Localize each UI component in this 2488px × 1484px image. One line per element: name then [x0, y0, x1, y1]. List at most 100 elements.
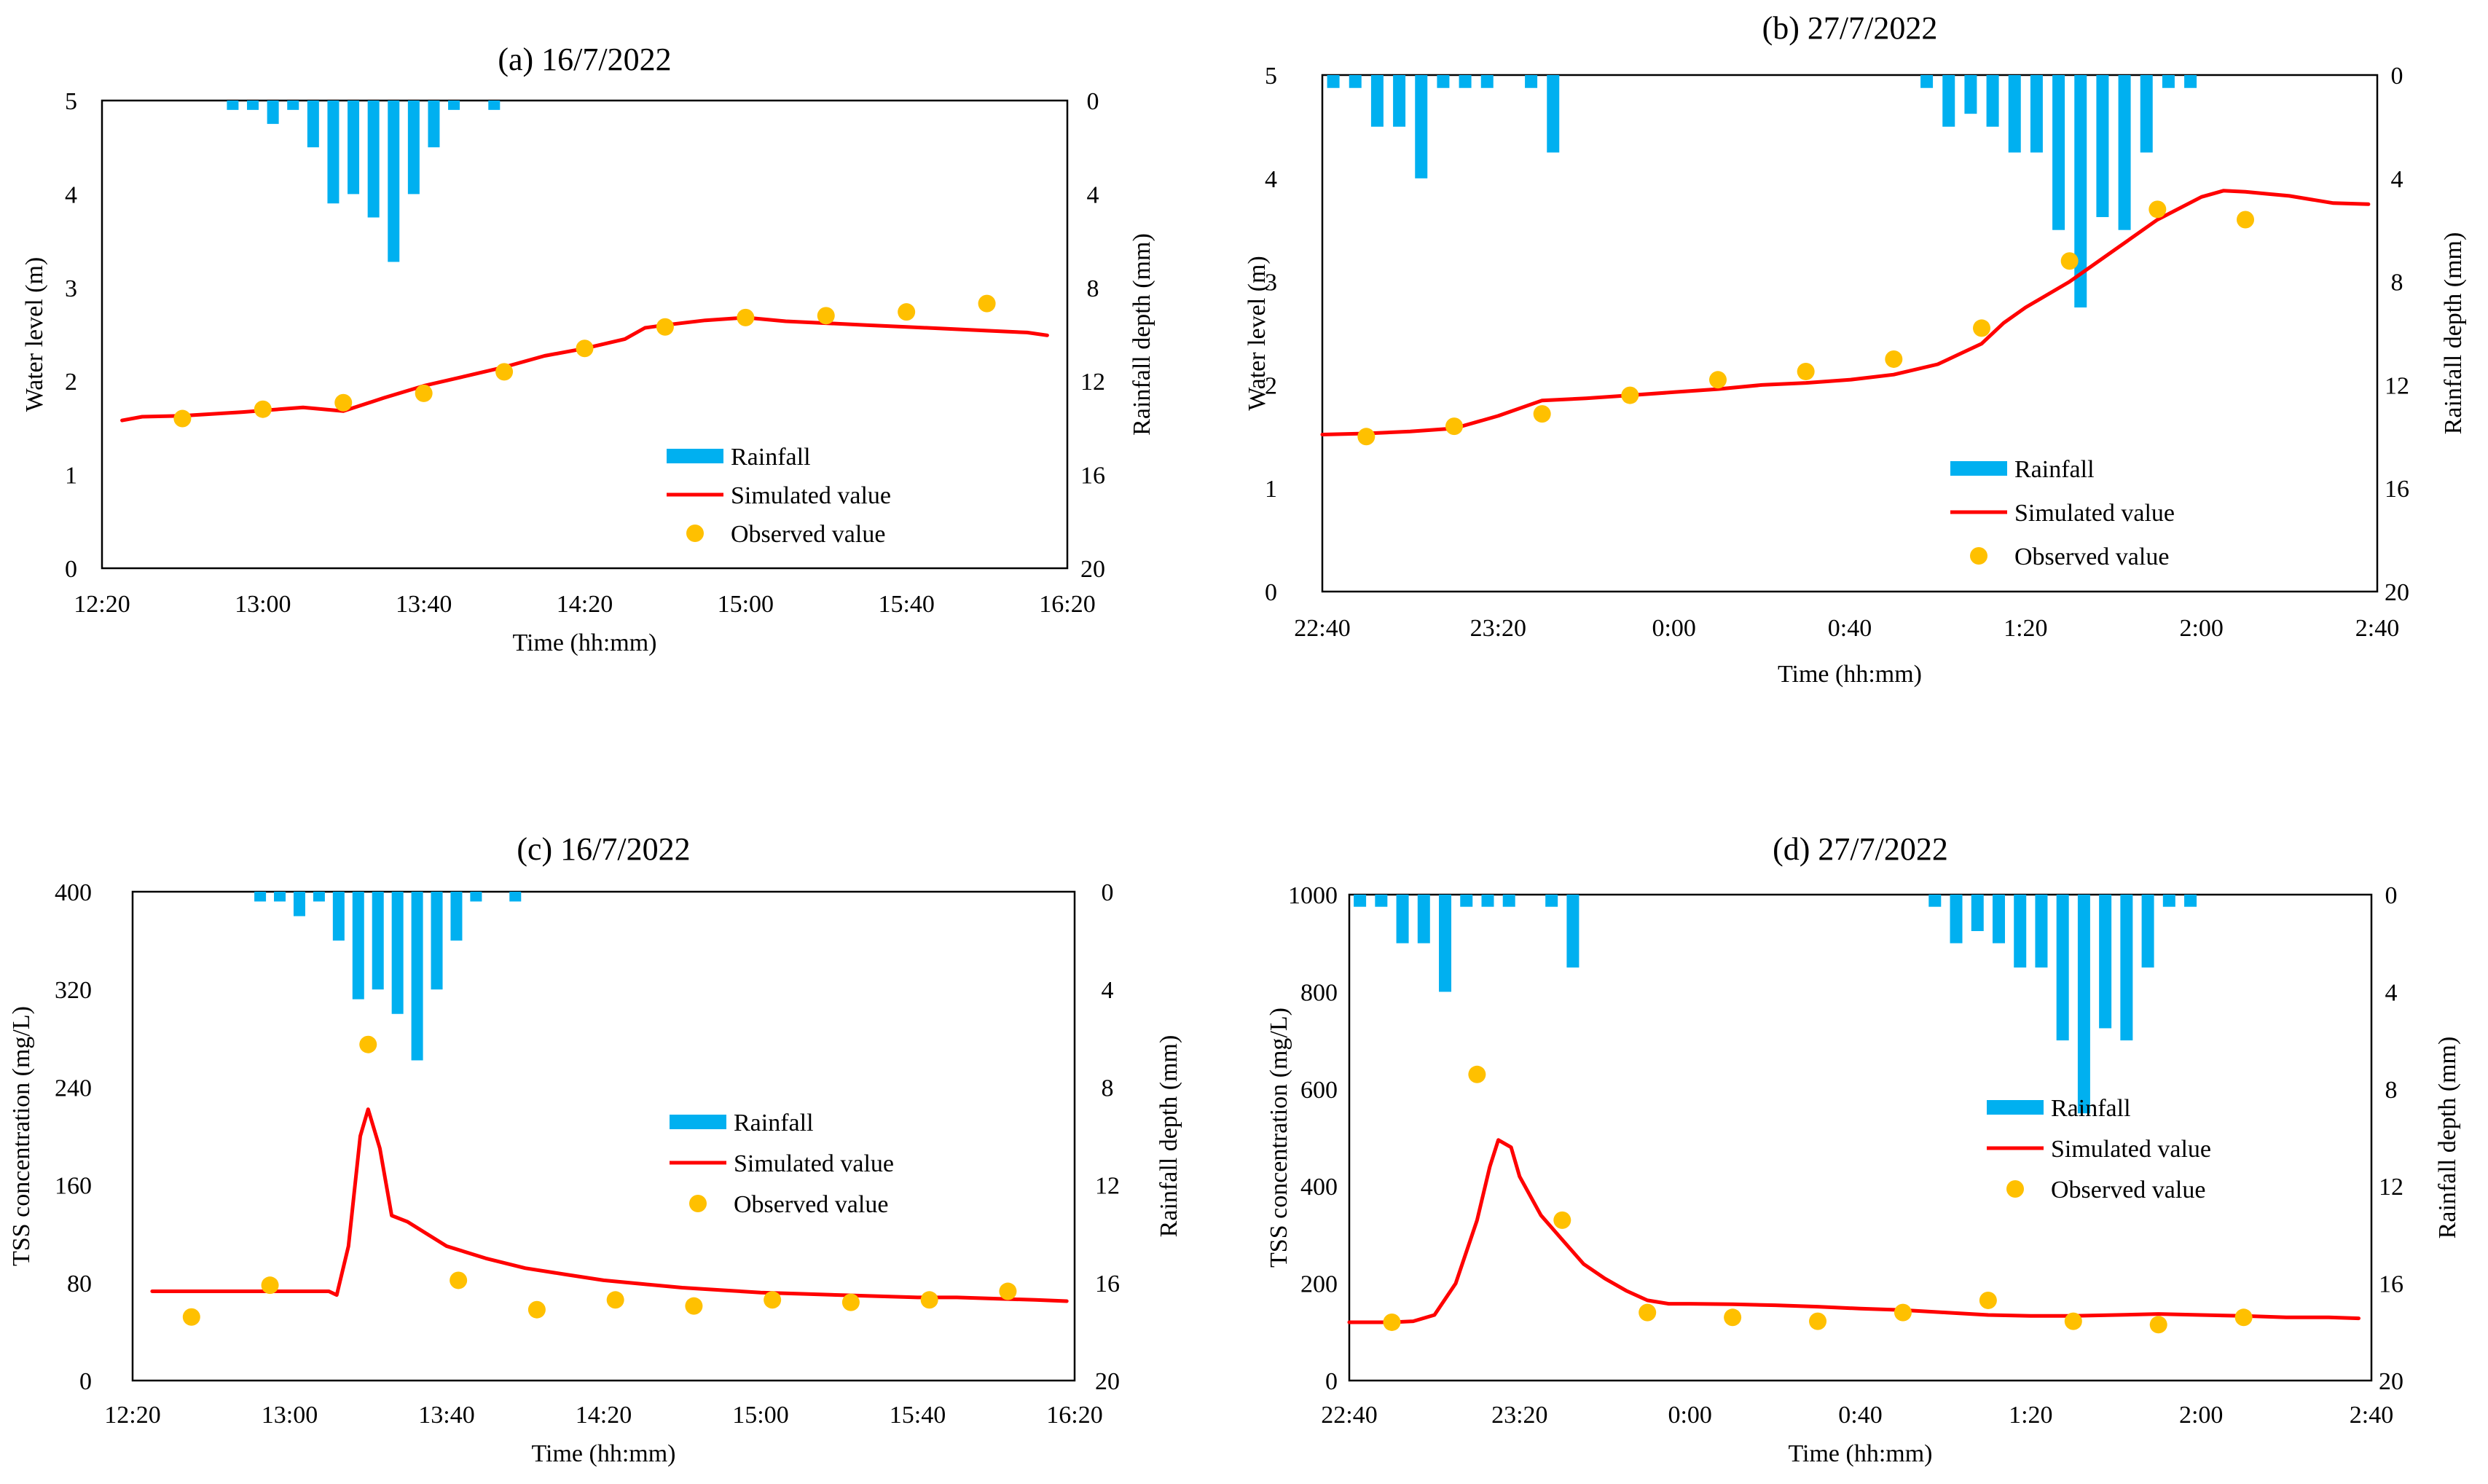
y-axis-title: TSS concentration (mg/L)	[1265, 1008, 1292, 1268]
y-tick-label: 0	[1325, 1368, 1338, 1395]
y2-tick-label: 0	[2391, 63, 2403, 90]
observed-point	[1724, 1308, 1742, 1327]
rainfall-bar	[1971, 895, 1984, 932]
observed-point	[1709, 371, 1727, 389]
y2-axis-title: Rainfall depth (mm)	[2440, 232, 2467, 435]
rainfall-bar	[254, 892, 267, 902]
observed-points	[182, 1035, 1017, 1326]
observed-point	[656, 318, 674, 336]
rainfall-bar	[1417, 895, 1430, 943]
legend-rainfall-label: Rainfall	[731, 444, 811, 471]
legend-observed-label: Observed value	[2014, 543, 2169, 570]
x-tick-label: 13:00	[262, 1402, 318, 1429]
legend-rainfall-swatch	[1987, 1100, 2044, 1115]
x-tick-label: 12:20	[74, 591, 130, 618]
x-axis-title: Time (hh:mm)	[531, 1440, 675, 1467]
y-tick-label: 1	[65, 463, 77, 490]
rainfall-bar	[267, 101, 279, 125]
observed-point	[2060, 252, 2079, 270]
y2-tick-label: 8	[2391, 270, 2403, 297]
x-tick-label: 15:40	[890, 1402, 946, 1429]
rainfall-bar	[2162, 75, 2175, 88]
y2-tick-label: 12	[2379, 1174, 2403, 1201]
y-tick-label: 3	[1265, 270, 1277, 297]
x-tick-label: 2:40	[2350, 1402, 2393, 1429]
rainfall-bar	[1986, 75, 1999, 127]
observed-points	[1383, 1065, 2253, 1334]
rainfall-bar	[287, 101, 299, 110]
observed-point	[2148, 200, 2167, 219]
observed-points	[173, 294, 996, 428]
y2-tick-label: 16	[1080, 463, 1105, 490]
y-tick-label: 800	[1300, 979, 1338, 1006]
y2-tick-label: 4	[1087, 181, 1099, 208]
rainfall-bar	[388, 101, 400, 262]
observed-point	[334, 393, 353, 412]
rainfall-bar	[428, 101, 440, 148]
y-tick-label: 80	[67, 1271, 92, 1297]
rainfall-bar	[1437, 75, 1450, 88]
legend-simulated-label: Simulated value	[731, 482, 891, 509]
observed-point	[415, 384, 433, 402]
rainfall-bar	[1942, 75, 1955, 127]
legend-observed-swatch	[1970, 547, 1987, 565]
x-tick-label: 13:00	[235, 591, 291, 618]
x-tick-label: 1:20	[2004, 615, 2047, 642]
observed-point	[2234, 1308, 2253, 1327]
rainfall-bars	[227, 101, 501, 262]
y2-tick-label: 8	[1087, 275, 1099, 302]
x-axis-title: Time (hh:mm)	[1778, 661, 1922, 688]
legend-rainfall-swatch	[1950, 461, 2007, 476]
rainfall-bar	[2118, 75, 2131, 230]
rainfall-bar	[1545, 895, 1558, 907]
rainfall-bar	[2052, 75, 2065, 230]
rainfall-bar	[1547, 75, 1560, 153]
y-tick-label: 0	[79, 1368, 92, 1395]
y2-tick-label: 8	[1102, 1075, 1114, 1102]
y2-tick-label: 20	[1095, 1368, 1120, 1395]
y-tick-label: 0	[1265, 579, 1277, 606]
x-tick-label: 22:40	[1321, 1402, 1377, 1429]
chart-title: (a) 16/7/2022	[498, 42, 671, 77]
y-tick-label: 240	[55, 1075, 92, 1102]
rainfall-bar	[247, 101, 259, 110]
y2-axis-title: Rainfall depth (mm)	[1155, 1035, 1182, 1238]
rainfall-bar	[1439, 895, 1452, 992]
x-tick-label: 0:00	[1668, 1402, 1711, 1429]
y2-tick-label: 0	[2385, 882, 2398, 909]
chart-panel-3: (d) 27/7/2022 22:40 23:20 0:00 0:40 1:20 2:00 2…	[1265, 831, 2461, 1467]
rainfall-bar	[1415, 75, 1428, 178]
x-tick-label: 12:20	[104, 1402, 160, 1429]
simulated-line	[150, 1107, 1069, 1303]
x-tick-label: 0:00	[1652, 615, 1695, 642]
x-tick-label: 0:40	[1838, 1402, 1882, 1429]
observed-point	[1357, 428, 1376, 446]
rainfall-bar	[2120, 895, 2133, 1041]
x-tick-label: 23:20	[1491, 1402, 1547, 1429]
x-tick-label: 22:40	[1294, 615, 1350, 642]
y2-tick-label: 20	[1080, 556, 1105, 583]
y-tick-label: 1000	[1288, 882, 1338, 909]
observed-point	[359, 1035, 377, 1053]
observed-point	[527, 1300, 546, 1319]
x-tick-label: 2:00	[2179, 615, 2223, 642]
rainfall-bar	[367, 101, 380, 218]
rainfall-bars	[1327, 75, 2197, 308]
x-tick-label: 15:00	[718, 591, 774, 618]
rainfall-bar	[2141, 895, 2154, 968]
y2-tick-label: 4	[1102, 977, 1114, 1004]
y-tick-label: 2	[1265, 372, 1277, 399]
observed-point	[2064, 1312, 2082, 1330]
rainfall-bar	[293, 892, 305, 916]
observed-point	[1885, 350, 1903, 368]
observed-point	[685, 1297, 703, 1315]
rainfall-bar	[2008, 75, 2021, 153]
observed-point	[182, 1308, 200, 1326]
rainfall-bar	[431, 892, 443, 990]
observed-point	[450, 1271, 468, 1289]
x-tick-label: 15:00	[732, 1402, 788, 1429]
legend-observed-label: Observed value	[734, 1191, 888, 1218]
observed-point	[1533, 405, 1551, 423]
chart-title: (c) 16/7/2022	[517, 831, 690, 867]
observed-point	[1894, 1303, 1912, 1322]
